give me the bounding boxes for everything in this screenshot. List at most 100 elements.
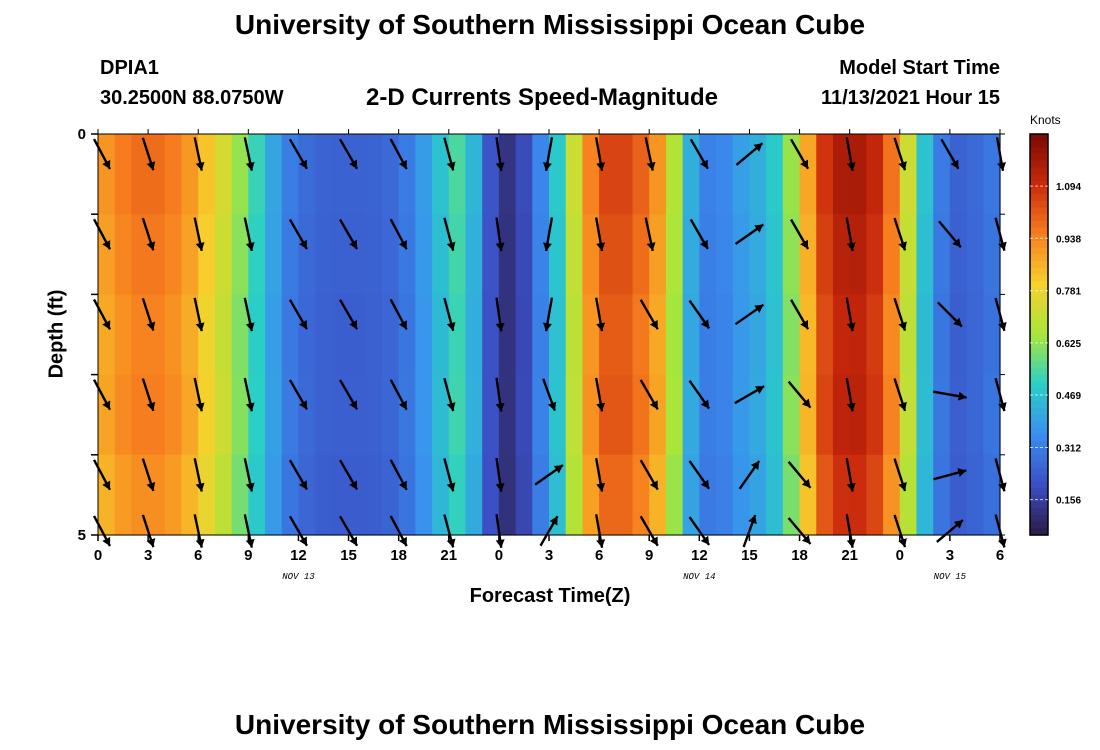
current-arrow — [389, 298, 408, 331]
heatmap-cell — [632, 454, 650, 536]
heatmap-cell — [448, 374, 467, 456]
x-tick-label: 21 — [841, 547, 858, 564]
heatmap-cell — [315, 214, 333, 295]
x-tick-label: 9 — [645, 547, 653, 564]
current-arrow — [639, 515, 659, 547]
current-arrow — [288, 459, 308, 491]
heatmap-cell — [682, 454, 700, 536]
colorbar-segment — [1030, 294, 1048, 302]
x-axis-label: Forecast Time(Z) — [469, 585, 631, 607]
current-arrow — [994, 514, 1007, 548]
heatmap-cell — [665, 214, 684, 295]
heatmap-cell — [448, 454, 467, 536]
heatmap-cell — [549, 214, 567, 295]
colorbar-segment — [1030, 367, 1048, 376]
current-arrow — [443, 137, 456, 171]
heatmap-cell — [265, 454, 283, 536]
heatmap-cell — [281, 214, 300, 295]
heatmap-cell — [933, 374, 951, 456]
heatmap-cell — [599, 214, 617, 295]
heatmap-cell — [549, 294, 567, 376]
x-tick-label: 15 — [340, 547, 357, 564]
current-arrow — [845, 457, 856, 492]
heatmap-cell — [398, 374, 416, 456]
heatmap-cell — [849, 294, 867, 376]
heatmap-cell — [448, 294, 467, 376]
current-arrow — [339, 459, 359, 491]
heatmap-cell — [816, 454, 834, 536]
colorbar-segment — [1030, 494, 1048, 503]
heatmap-cell — [565, 454, 584, 536]
heatmap-cell — [231, 294, 249, 376]
heatmap-cell — [164, 214, 183, 295]
current-arrow — [787, 517, 812, 545]
current-arrow — [994, 297, 1007, 332]
colorbar-segment — [1030, 528, 1048, 536]
heatmap-cell — [348, 214, 366, 295]
colorbar-segment — [1030, 501, 1048, 509]
colorbar-segment — [1030, 514, 1048, 523]
current-arrow — [893, 217, 907, 251]
current-arrow — [845, 137, 856, 172]
heatmap-cell — [599, 134, 617, 215]
heatmap-cell — [432, 374, 450, 456]
current-arrow — [288, 218, 308, 250]
colorbar-segment — [1030, 401, 1048, 409]
heatmap-cell — [164, 134, 183, 215]
colorbar-segment — [1030, 428, 1048, 436]
x-tick-label: 18 — [791, 547, 808, 564]
heatmap-cell — [716, 214, 734, 295]
heatmap-cell — [866, 134, 884, 215]
heatmap-cell — [214, 454, 233, 536]
heatmap-cell — [615, 134, 634, 215]
colorbar-segment — [1030, 347, 1048, 356]
current-arrow — [389, 379, 408, 411]
heatmap-cell — [716, 374, 734, 456]
heatmap-cell — [949, 374, 968, 456]
heatmap-cell — [114, 214, 133, 295]
colorbar-segment — [1030, 301, 1048, 309]
current-arrow — [594, 457, 606, 492]
current-arrow — [738, 460, 761, 490]
heatmap-cell — [615, 374, 634, 456]
heatmap-cell — [148, 134, 166, 215]
heatmap-cell — [866, 294, 884, 376]
current-arrow — [790, 138, 810, 170]
current-arrow — [688, 380, 711, 410]
heatmap-cell — [148, 214, 166, 295]
x-tick-label: 12 — [290, 547, 307, 564]
current-arrow — [938, 220, 962, 249]
colorbar-segment — [1030, 327, 1048, 336]
heatmap-cell — [365, 214, 383, 295]
colorbar-segment — [1030, 387, 1048, 396]
date-label: NOV 14 — [683, 572, 715, 582]
heatmap-cell — [966, 214, 984, 295]
heatmap-cell — [415, 214, 433, 295]
heatmap-cell — [181, 374, 199, 456]
heatmap-cell — [899, 374, 918, 456]
heatmap-cell — [899, 214, 918, 295]
heatmap-cell — [398, 454, 416, 536]
heatmap-cell — [498, 134, 517, 215]
colorbar-tick-label: 0.312 — [1056, 443, 1081, 454]
heatmap-cell — [281, 454, 300, 536]
colorbar-segment — [1030, 454, 1048, 463]
current-arrow — [734, 303, 765, 326]
current-arrow — [243, 457, 255, 492]
current-arrow — [443, 377, 456, 412]
heatmap-cell — [398, 294, 416, 376]
x-tick-label: 12 — [691, 547, 708, 564]
heatmap-cell — [415, 374, 433, 456]
heatmap-cell — [498, 374, 517, 456]
heatmap-cell — [916, 134, 934, 215]
current-arrow — [141, 217, 156, 251]
heatmap-cell — [949, 454, 968, 536]
current-arrow — [141, 137, 156, 171]
heatmap-cell — [649, 374, 667, 456]
heatmap-cell — [883, 214, 901, 295]
heatmap-cell — [532, 374, 550, 456]
heatmap-cell — [649, 214, 667, 295]
heatmap-cell — [114, 374, 133, 456]
heatmap-cell — [348, 374, 366, 456]
heatmap-cell — [198, 454, 216, 536]
